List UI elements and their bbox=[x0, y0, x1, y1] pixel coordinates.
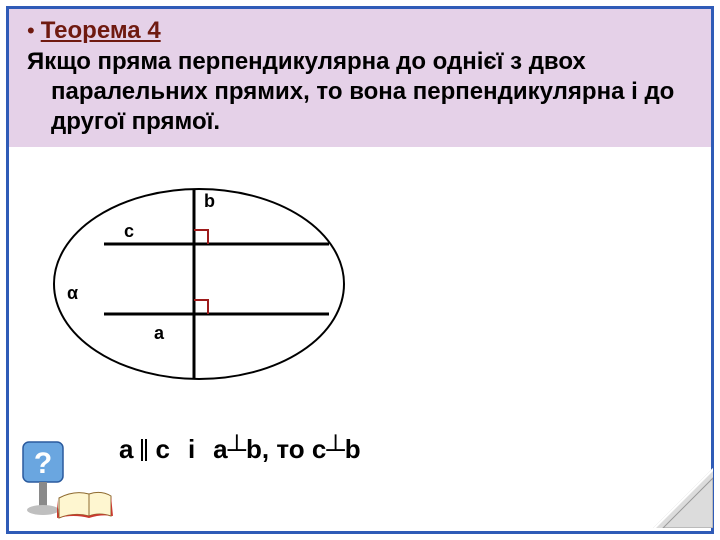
formula-conj: і bbox=[188, 434, 195, 465]
svg-text:b: b bbox=[204, 191, 215, 211]
svg-text:a: a bbox=[154, 323, 165, 343]
svg-text:c: c bbox=[124, 221, 134, 241]
theorem-text-block: • Теорема 4 Якщо пряма перпендикулярна д… bbox=[9, 9, 711, 147]
bullet-icon: • bbox=[27, 20, 35, 42]
formula-a: a bbox=[119, 434, 133, 465]
formula-c: c bbox=[155, 434, 169, 465]
slide-frame: • Теорема 4 Якщо пряма перпендикулярна д… bbox=[6, 6, 714, 534]
theorem-body: Якщо пряма перпендикулярна до однієї з д… bbox=[27, 47, 693, 137]
parallel-icon bbox=[139, 437, 149, 463]
title-row: • Теорема 4 bbox=[27, 17, 693, 45]
formula-perp: a┴b, то с┴b bbox=[213, 434, 360, 465]
page-corner-fold bbox=[653, 468, 713, 533]
theorem-title: Теорема 4 bbox=[41, 17, 161, 45]
svg-text:?: ? bbox=[34, 447, 52, 480]
svg-text:α: α bbox=[67, 283, 78, 303]
decorative-icons: ? bbox=[19, 440, 114, 525]
formula-row: a c і a┴b, то с┴b bbox=[119, 434, 361, 465]
geometry-diagram: b c a α bbox=[49, 179, 349, 389]
formula-parallel: a c bbox=[119, 434, 170, 465]
